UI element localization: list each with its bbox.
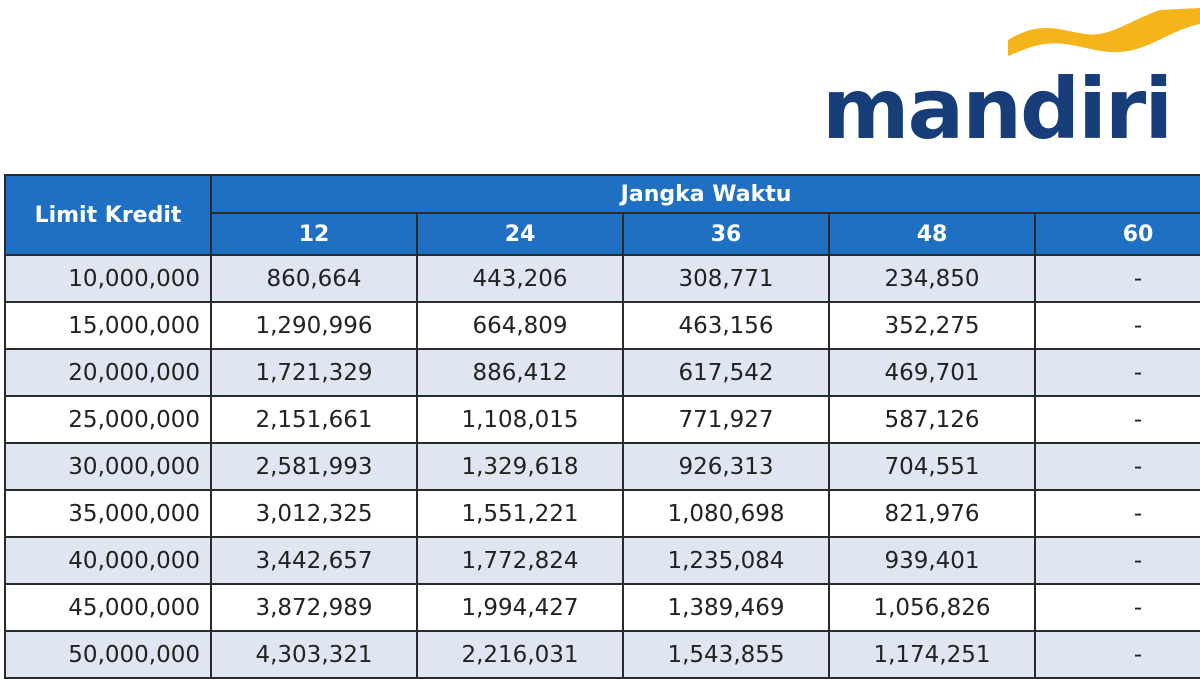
installment-cell: - [1033, 630, 1200, 679]
logo-swoosh [1008, 8, 1200, 56]
group-header: Jangka Waktu [209, 174, 1200, 214]
column-header: 48 [828, 212, 1036, 256]
limit-cell: 35,000,000 [4, 489, 212, 538]
table-row: 35,000,000 3,012,325 1,551,221 1,080,698 821… [4, 489, 1200, 538]
table-row: 30,000,000 2,581,993 1,329,618 926,313 704,5… [4, 442, 1200, 491]
installment-cell: 1,543,855 [622, 630, 830, 679]
installment-cell: 1,329,618 [416, 442, 624, 491]
installment-cell: 4,303,321 [210, 630, 418, 679]
installment-cell: 939,401 [828, 536, 1036, 585]
installment-cell: 926,313 [622, 442, 830, 491]
installment-cell: 2,216,031 [416, 630, 624, 679]
column-header: 12 [210, 212, 418, 256]
installment-cell: 234,850 [828, 254, 1036, 303]
installment-cell: 821,976 [828, 489, 1036, 538]
logo-text: mandiri [822, 60, 1171, 158]
installment-cell: 1,174,251 [828, 630, 1036, 679]
table-row: 25,000,000 2,151,661 1,108,015 771,927 587,1… [4, 395, 1200, 444]
column-header: 60 [1033, 212, 1200, 256]
installment-cell: 704,551 [828, 442, 1036, 491]
installment-cell: 1,056,826 [828, 583, 1036, 632]
table-row: 20,000,000 1,721,329 886,412 617,542 469,701… [4, 348, 1200, 397]
installment-cell: 886,412 [416, 348, 624, 397]
installment-cell: 2,151,661 [210, 395, 418, 444]
installment-cell: 1,080,698 [622, 489, 830, 538]
limit-cell: 20,000,000 [4, 348, 212, 397]
limit-cell: 25,000,000 [4, 395, 212, 444]
installment-cell: 1,994,427 [416, 583, 624, 632]
installment-cell: 3,442,657 [210, 536, 418, 585]
installment-table: Limit Kredit Jangka Waktu 12 24 36 48 60 10,… [4, 174, 1200, 679]
installment-cell: 1,235,084 [622, 536, 830, 585]
installment-cell: 3,872,989 [210, 583, 418, 632]
installment-cell: 469,701 [828, 348, 1036, 397]
limit-cell: 45,000,000 [4, 583, 212, 632]
limit-cell: 30,000,000 [4, 442, 212, 491]
installment-cell: - [1033, 536, 1200, 585]
installment-cell: - [1033, 301, 1200, 350]
logo: mandiri [822, 8, 1200, 158]
installment-cell: 1,108,015 [416, 395, 624, 444]
table-row: 15,000,000 1,290,996 664,809 463,156 352,275… [4, 301, 1200, 350]
limit-cell: 50,000,000 [4, 630, 212, 679]
installment-cell: 1,772,824 [416, 536, 624, 585]
installment-cell: 1,721,329 [210, 348, 418, 397]
table-row: 10,000,000 860,664 443,206 308,771 234,850- [4, 254, 1200, 303]
installment-cell: 352,275 [828, 301, 1036, 350]
limit-cell: 15,000,000 [4, 301, 212, 350]
limit-cell: 10,000,000 [4, 254, 212, 303]
installment-cell: 587,126 [828, 395, 1036, 444]
installment-cell: - [1033, 583, 1200, 632]
limit-cell: 40,000,000 [4, 536, 212, 585]
installment-cell: 1,290,996 [210, 301, 418, 350]
installment-cell: 443,206 [416, 254, 624, 303]
installment-cell: - [1033, 442, 1200, 491]
installment-cell: 617,542 [622, 348, 830, 397]
installment-cell: - [1033, 489, 1200, 538]
row-header: Limit Kredit [4, 174, 212, 256]
table-row: 45,000,000 3,872,989 1,994,427 1,389,469 1,0… [4, 583, 1200, 632]
installment-cell: - [1033, 348, 1200, 397]
installment-cell: 308,771 [622, 254, 830, 303]
installment-cell: - [1033, 254, 1200, 303]
column-header: 24 [416, 212, 624, 256]
installment-cell: 463,156 [622, 301, 830, 350]
installment-cell: 1,551,221 [416, 489, 624, 538]
installment-cell: 860,664 [210, 254, 418, 303]
installment-cell: 3,012,325 [210, 489, 418, 538]
installment-cell: - [1033, 395, 1200, 444]
column-header: 36 [622, 212, 830, 256]
installment-cell: 2,581,993 [210, 442, 418, 491]
table-row: 40,000,000 3,442,657 1,772,824 1,235,084 939… [4, 536, 1200, 585]
installment-cell: 771,927 [622, 395, 830, 444]
table-row: 50,000,000 4,303,321 2,216,031 1,543,855 1,1… [4, 630, 1200, 679]
installment-cell: 664,809 [416, 301, 624, 350]
installment-cell: 1,389,469 [622, 583, 830, 632]
